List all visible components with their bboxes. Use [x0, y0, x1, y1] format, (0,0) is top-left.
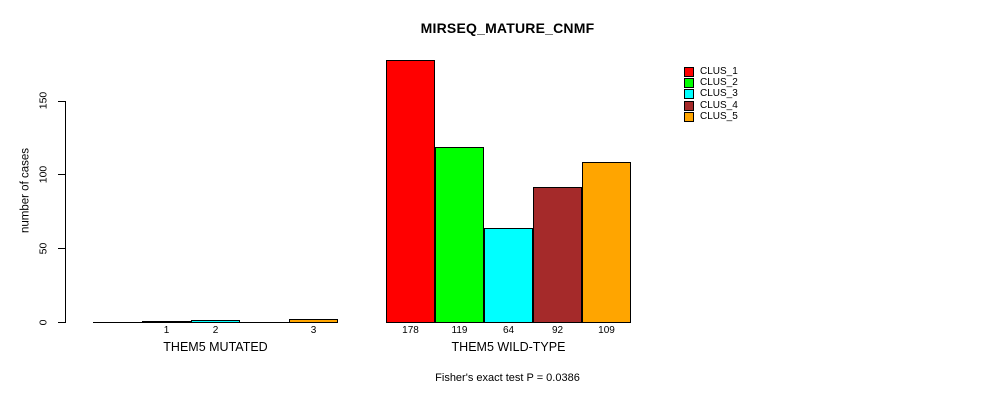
y-axis-line [65, 100, 66, 323]
y-axis-label: number of cases [19, 148, 32, 234]
bar-zero [93, 322, 142, 323]
bar-value-label: 64 [502, 325, 515, 336]
legend-item: CLUS_3 [684, 89, 738, 100]
y-tick-mark [58, 248, 65, 250]
legend-item: CLUS_1 [684, 66, 738, 77]
legend-color-swatch [684, 77, 694, 88]
legend-item: CLUS_5 [684, 111, 738, 122]
legend-item-label: CLUS_1 [700, 65, 738, 77]
y-tick-mark [58, 322, 65, 323]
annotation-text: Fisher's exact test P = 0.0386 [435, 372, 580, 384]
bar-value-label: 3 [310, 325, 317, 336]
chart-title: MIRSEQ_MATURE_CNMF [420, 20, 595, 36]
legend-color-swatch [684, 89, 694, 100]
bar [484, 228, 533, 323]
bar [533, 187, 582, 323]
bar-value-label: 109 [598, 325, 615, 336]
bar [191, 320, 240, 323]
legend-item-label: CLUS_3 [700, 88, 738, 100]
legend-item-label: CLUS_5 [700, 110, 738, 122]
legend-color-swatch [684, 66, 694, 77]
bar-value-label: 119 [451, 325, 468, 336]
legend-color-swatch [684, 100, 694, 111]
bar [435, 147, 484, 323]
legend-item-label: CLUS_2 [700, 76, 738, 88]
legend-color-swatch [684, 111, 694, 122]
legend-item: CLUS_2 [684, 77, 738, 88]
x-group-label: THEM5 MUTATED [163, 340, 268, 354]
y-tick-mark [58, 174, 65, 176]
y-tick-label: 150 [37, 91, 50, 110]
y-tick-label: 50 [37, 242, 50, 254]
legend-item: CLUS_4 [684, 100, 738, 111]
bar [386, 60, 435, 323]
x-group-label: THEM5 WILD-TYPE [451, 340, 566, 354]
bar-value-label: 178 [402, 325, 419, 336]
bar [289, 319, 338, 323]
y-tick-mark [58, 100, 65, 102]
bar-value-label: 92 [551, 325, 564, 336]
bar [142, 321, 191, 323]
bar-zero [240, 322, 289, 323]
legend: CLUS_1 CLUS_2 CLUS_3 CLUS_4 CLUS_5 [684, 66, 738, 122]
bar-value-label: 2 [212, 325, 219, 336]
legend-item-label: CLUS_4 [700, 99, 738, 111]
y-tick-label: 0 [37, 319, 50, 325]
y-tick-label: 100 [37, 165, 50, 184]
bar-value-label: 1 [163, 325, 170, 336]
bar [582, 162, 631, 323]
